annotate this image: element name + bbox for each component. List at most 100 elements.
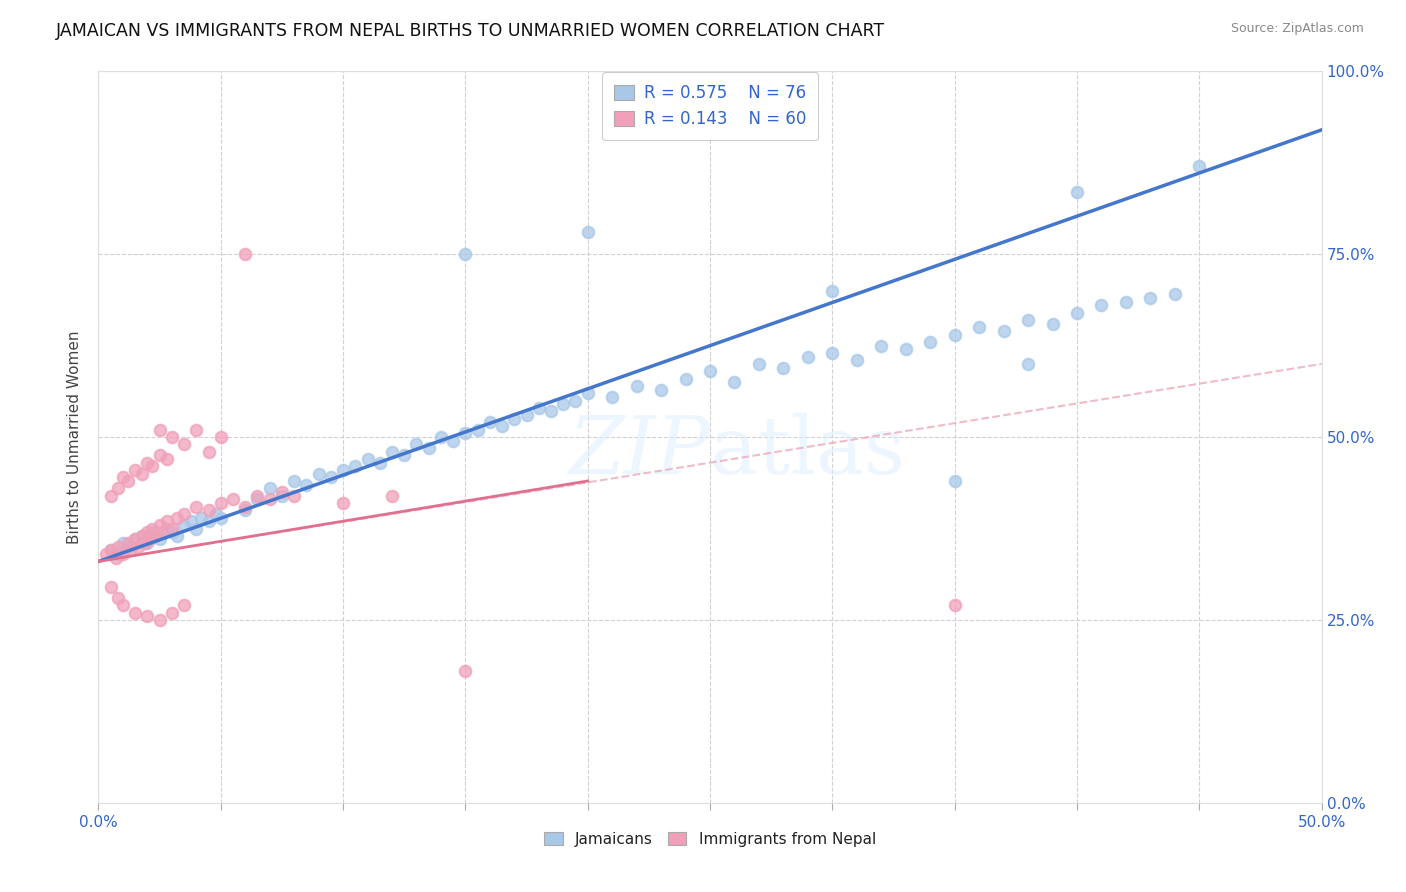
Point xyxy=(381,444,404,458)
Text: Source: ZipAtlas.com: Source: ZipAtlas.com xyxy=(1230,22,1364,36)
Point xyxy=(295,477,318,491)
Point xyxy=(166,529,188,543)
Point xyxy=(233,503,256,517)
Point xyxy=(131,529,153,543)
Point xyxy=(136,536,159,550)
Point xyxy=(675,371,697,385)
Point xyxy=(943,474,966,488)
Point xyxy=(283,474,305,488)
Point xyxy=(748,357,770,371)
Point xyxy=(111,547,134,561)
Point xyxy=(124,463,146,477)
Point xyxy=(160,430,183,444)
Point xyxy=(136,609,159,624)
Point xyxy=(160,525,183,540)
Point xyxy=(173,437,195,451)
Point xyxy=(467,423,489,437)
Point xyxy=(150,525,173,540)
Point xyxy=(127,540,149,554)
Point xyxy=(156,521,179,535)
Point xyxy=(205,507,228,521)
Point xyxy=(943,599,966,613)
Point xyxy=(124,606,146,620)
Point xyxy=(136,525,159,540)
Text: atlas: atlas xyxy=(710,413,905,491)
Point xyxy=(381,489,404,503)
Point xyxy=(149,517,172,532)
Point xyxy=(515,408,537,422)
Point xyxy=(107,591,129,605)
Point xyxy=(344,459,367,474)
Point xyxy=(553,397,575,411)
Point xyxy=(1115,294,1137,309)
Point xyxy=(156,452,179,467)
Point xyxy=(139,533,162,547)
Point xyxy=(120,543,142,558)
Point xyxy=(117,540,139,554)
Point xyxy=(308,467,330,481)
Point xyxy=(943,327,966,342)
Point xyxy=(186,500,208,514)
Point xyxy=(576,386,599,401)
Text: ZIP: ZIP xyxy=(568,413,710,491)
Point xyxy=(149,423,172,437)
Point xyxy=(454,426,477,441)
Point xyxy=(332,496,354,510)
Point xyxy=(233,500,256,514)
Point xyxy=(143,529,166,543)
Point xyxy=(166,510,188,524)
Point xyxy=(100,543,122,558)
Point xyxy=(111,470,134,484)
Point xyxy=(117,474,139,488)
Point xyxy=(894,343,917,357)
Point xyxy=(368,456,391,470)
Point xyxy=(111,536,134,550)
Point xyxy=(491,419,513,434)
Point xyxy=(233,247,256,261)
Point xyxy=(454,664,477,678)
Point xyxy=(107,481,129,495)
Point xyxy=(503,412,526,426)
Point xyxy=(430,430,453,444)
Point xyxy=(259,481,281,495)
Point xyxy=(600,390,623,404)
Point xyxy=(993,324,1015,338)
Point xyxy=(186,521,208,535)
Point xyxy=(1139,291,1161,305)
Point xyxy=(845,353,868,368)
Point xyxy=(107,540,129,554)
Point xyxy=(723,376,745,390)
Point xyxy=(160,606,183,620)
Point xyxy=(124,533,146,547)
Point xyxy=(283,489,305,503)
Point xyxy=(478,416,501,430)
Point xyxy=(1188,160,1211,174)
Point xyxy=(527,401,550,415)
Point xyxy=(699,364,721,378)
Point xyxy=(141,525,163,540)
Point xyxy=(772,360,794,375)
Point xyxy=(107,547,129,561)
Point xyxy=(1066,306,1088,320)
Point xyxy=(1090,298,1112,312)
Point xyxy=(259,492,281,507)
Point xyxy=(190,510,212,524)
Point xyxy=(149,533,172,547)
Point xyxy=(209,510,232,524)
Point xyxy=(173,507,195,521)
Point xyxy=(967,320,990,334)
Point xyxy=(356,452,378,467)
Point xyxy=(117,536,139,550)
Point xyxy=(454,247,477,261)
Point xyxy=(180,514,202,528)
Point xyxy=(124,533,146,547)
Point xyxy=(100,543,122,558)
Point xyxy=(136,456,159,470)
Point xyxy=(209,430,232,444)
Point xyxy=(418,441,440,455)
Point xyxy=(797,350,820,364)
Point xyxy=(270,489,294,503)
Point xyxy=(104,550,127,565)
Point xyxy=(94,547,117,561)
Point xyxy=(131,529,153,543)
